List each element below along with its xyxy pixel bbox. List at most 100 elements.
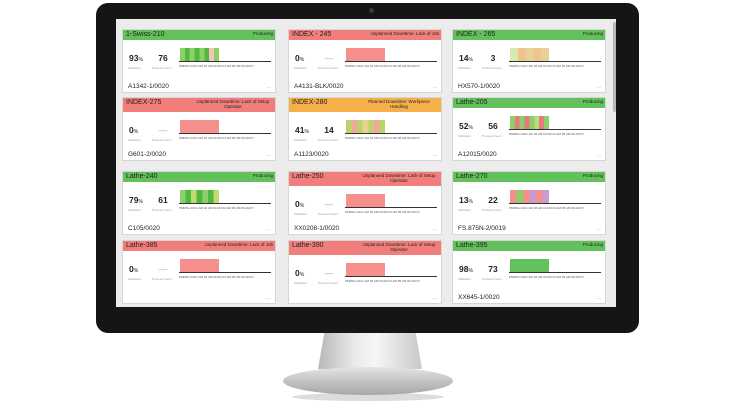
timeline-chart: PMMNu 04C1 AM 02 AM 03 AM 04 AM 05 AM 06… [179, 119, 271, 147]
monitor-stand-neck [318, 333, 422, 369]
timeline-bar [510, 116, 549, 129]
process-count-label: Process Count [152, 66, 172, 70]
utilization-value: 52% [459, 121, 473, 131]
machine-card[interactable]: INDEX - 265 Producing 14% 3 Utilization … [452, 29, 606, 93]
more-icon[interactable]: ... [432, 84, 437, 90]
more-icon[interactable]: ... [266, 152, 271, 158]
utilization-label: Utilization [294, 66, 308, 70]
utilization-label: Utilization [128, 277, 142, 281]
process-count-label: Process Count [152, 277, 172, 281]
card-header: INDEX-280 Planned Downtime: Workpiece Ha… [289, 98, 441, 112]
process-count-label: Process Count [152, 208, 172, 212]
more-icon[interactable]: ... [596, 152, 601, 158]
part-number: HX570-1/0020 [458, 83, 500, 90]
timeline-bar [180, 190, 219, 203]
more-icon[interactable]: ... [266, 295, 271, 301]
process-count-value: 3 [490, 53, 496, 63]
card-body: 79% 61 Utilization Process Count PMMNu 0… [123, 182, 275, 218]
machine-status: Unplanned Downtime: Lack of Setup Operat… [196, 99, 270, 109]
utilization-label: Utilization [458, 208, 472, 212]
process-count-value: 73 [488, 264, 498, 274]
utilization-value: 41% [295, 125, 309, 135]
machine-card[interactable]: Lathe-205 Producing 52% 56 Utilization P… [452, 97, 606, 161]
card-header: Lathe-240 Producing [123, 172, 275, 182]
card-body: 52% 56 Utilization Process Count PMMNu 0… [453, 108, 605, 144]
more-icon[interactable]: ... [432, 152, 437, 158]
utilization-label: Utilization [294, 212, 308, 216]
card-header: Lathe-385 Unplanned Downtime: Lack of Jo… [123, 241, 275, 251]
timeline-ticks: PMMNu 04C1 AM 02 AM 03 AM 04 AM 05 AM 06… [179, 206, 254, 210]
part-number: XX645-1/0020 [458, 294, 500, 301]
machine-card[interactable]: INDEX-275 Unplanned Downtime: Lack of Se… [122, 97, 276, 161]
card-header: Lathe-250 Unplanned Downtime: Lack of Se… [289, 172, 441, 186]
process-count-value: 76 [158, 53, 168, 63]
machine-name: Lathe-250 [292, 173, 324, 180]
timeline-bar [346, 194, 385, 207]
card-header: INDEX - 265 Producing [453, 30, 605, 40]
card-header: Lathe-395 Producing [453, 241, 605, 251]
more-icon[interactable]: ... [432, 295, 437, 301]
timeline-chart: PMMNu 04C1 AM 02 AM 03 AM 04 AM 05 AM 06… [509, 258, 601, 286]
timeline-axis [345, 133, 437, 134]
card-body: 0% — Utilization Process Count PMMNu 04C… [289, 255, 441, 287]
machine-card[interactable]: Lathe-250 Unplanned Downtime: Lack of Se… [288, 171, 442, 235]
timeline-chart: PMMNu 04C1 AM 02 AM 03 AM 04 AM 05 AM 06… [345, 262, 437, 290]
card-header: Lathe-270 Producing [453, 172, 605, 182]
timeline-bar [346, 48, 385, 61]
timeline-chart: PMMNu 04C1 AM 02 AM 03 AM 04 AM 05 AM 06… [345, 119, 437, 147]
process-count-label: Process Count [318, 138, 338, 142]
timeline-bar [510, 259, 549, 272]
machine-status: Producing [252, 31, 273, 36]
machine-status: Unplanned Downtime: Lack of Job [204, 242, 273, 247]
card-header: Lathe-205 Producing [453, 98, 605, 108]
machine-card[interactable]: Lathe-240 Producing 79% 61 Utilization P… [122, 171, 276, 235]
card-body: 13% 22 Utilization Process Count PMMNu 0… [453, 182, 605, 218]
more-icon[interactable]: ... [596, 295, 601, 301]
process-count-label: Process Count [482, 208, 502, 212]
timeline-axis [179, 272, 271, 273]
timeline-bar [510, 190, 549, 203]
process-count-label: Process Count [482, 134, 502, 138]
timeline-axis [179, 203, 271, 204]
timeline-bar [346, 263, 385, 276]
process-count-label: Process Count [482, 66, 502, 70]
machine-card[interactable]: INDEX - 245 Unplanned Downtime: Lack of … [288, 29, 442, 93]
process-count-value: — [158, 125, 168, 135]
process-count-value: 14 [324, 125, 334, 135]
timeline-chart: PMMNu 04C1 AM 02 AM 03 AM 04 AM 05 AM 06… [509, 47, 601, 75]
machine-card[interactable]: Lathe-390 Unplanned Downtime: Lack of Se… [288, 240, 442, 304]
utilization-value: 79% [129, 195, 143, 205]
machine-status: Producing [582, 99, 603, 104]
utilization-label: Utilization [128, 208, 142, 212]
machine-name: INDEX-275 [126, 99, 162, 106]
machine-name: Lathe-390 [292, 242, 324, 249]
timeline-ticks: PMMNu 04C1 AM 02 AM 03 AM 04 AM 05 AM 06… [179, 64, 254, 68]
card-body: 98% 73 Utilization Process Count PMMNu 0… [453, 251, 605, 287]
timeline-chart: PMMNu 04C1 AM 02 AM 03 AM 04 AM 05 AM 06… [179, 189, 271, 217]
timeline-bar [510, 48, 549, 61]
timeline-axis [345, 207, 437, 208]
machine-card[interactable]: Lathe-385 Unplanned Downtime: Lack of Jo… [122, 240, 276, 304]
part-number: A1123/0020 [294, 151, 329, 158]
more-icon[interactable]: ... [266, 226, 271, 232]
more-icon[interactable]: ... [596, 226, 601, 232]
machine-card[interactable]: INDEX-280 Planned Downtime: Workpiece Ha… [288, 97, 442, 161]
dashboard-scrollbar[interactable] [613, 22, 616, 112]
machine-status: Producing [582, 173, 603, 178]
part-number: A4131-BLK/0020 [294, 83, 344, 90]
more-icon[interactable]: ... [266, 84, 271, 90]
timeline-ticks: PMMNu 04C1 AM 02 AM 03 AM 04 AM 05 AM 06… [509, 275, 584, 279]
machine-card[interactable]: Lathe-395 Producing 98% 73 Utilization P… [452, 240, 606, 304]
timeline-axis [509, 203, 601, 204]
more-icon[interactable]: ... [596, 84, 601, 90]
timeline-ticks: PMMNu 04C1 AM 02 AM 03 AM 04 AM 05 AM 06… [345, 64, 420, 68]
machine-card[interactable]: 1-Swiss-210 Producing 93% 76 Utilization… [122, 29, 276, 93]
utilization-value: 13% [459, 195, 473, 205]
utilization-label: Utilization [458, 277, 472, 281]
process-count-value: — [324, 199, 334, 209]
machine-card[interactable]: Lathe-270 Producing 13% 22 Utilization P… [452, 171, 606, 235]
timeline-chart: PMMNu 04C1 AM 02 AM 03 AM 04 AM 05 AM 06… [509, 189, 601, 217]
timeline-chart: PMMNu 04C1 AM 02 AM 03 AM 04 AM 05 AM 06… [179, 47, 271, 75]
more-icon[interactable]: ... [432, 226, 437, 232]
utilization-value: 0% [295, 268, 305, 278]
